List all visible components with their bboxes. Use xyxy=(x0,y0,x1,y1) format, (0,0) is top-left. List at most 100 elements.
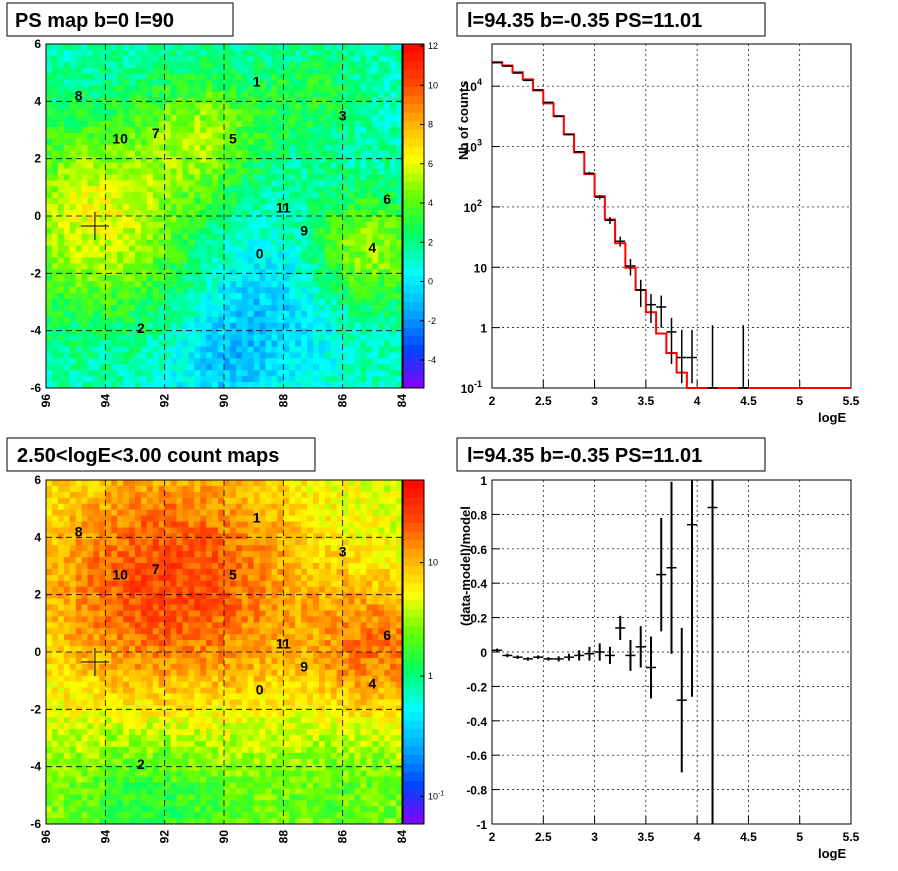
heatmap-cell xyxy=(93,127,100,134)
heatmap-cell xyxy=(283,127,290,134)
heatmap-cell xyxy=(384,168,391,175)
heatmap-cell xyxy=(75,598,82,605)
heatmap-cell xyxy=(182,138,189,146)
heatmap-cell xyxy=(372,233,379,241)
heatmap-cell xyxy=(51,340,59,347)
heatmap-cell xyxy=(295,198,302,205)
heatmap-cell xyxy=(301,497,308,505)
heatmap-cell xyxy=(117,221,124,229)
heatmap-cell xyxy=(283,168,290,175)
heatmap-cell xyxy=(265,551,272,558)
heatmap-cell xyxy=(259,328,266,336)
heatmap-cell xyxy=(146,287,154,294)
heatmap-cell xyxy=(99,497,106,505)
heatmap-cell xyxy=(265,168,272,175)
heatmap-cell xyxy=(271,239,278,247)
heatmap-cell xyxy=(135,216,142,223)
heatmap-cell xyxy=(378,109,385,116)
heatmap-cell xyxy=(313,346,320,353)
heatmap-cell xyxy=(313,97,320,104)
heatmap-cell xyxy=(99,370,106,377)
heatmap-cell xyxy=(301,55,308,63)
heatmap-cell xyxy=(330,97,338,104)
heatmap-cell xyxy=(69,293,77,300)
heatmap-cell xyxy=(170,586,177,594)
heatmap-cell xyxy=(384,580,391,588)
heatmap-cell xyxy=(188,376,195,383)
heatmap-cell xyxy=(152,503,160,511)
heatmap-cell xyxy=(75,580,82,588)
heatmap-cell xyxy=(117,527,124,534)
heatmap-cell xyxy=(336,44,344,51)
heatmap-cell xyxy=(378,574,385,582)
heatmap-cell xyxy=(289,527,296,534)
heatmap-cell xyxy=(46,563,53,570)
heatmap-cell xyxy=(123,115,130,122)
heatmap-cell xyxy=(57,150,65,158)
heatmap-cell xyxy=(63,563,71,570)
heatmap-cell xyxy=(105,138,112,146)
heatmap-cell xyxy=(158,557,166,564)
colorbar-tick-label: -2 xyxy=(428,316,436,326)
heatmap-cell xyxy=(378,521,385,528)
source-label-6: 6 xyxy=(383,191,391,207)
heatmap-cell xyxy=(247,287,255,294)
heatmap-cell xyxy=(188,521,195,528)
heatmap-cell xyxy=(69,340,77,347)
heatmap-cell xyxy=(164,515,171,522)
heatmap-cell xyxy=(87,299,94,306)
heatmap-cell xyxy=(342,150,349,158)
heatmap-cell xyxy=(117,287,124,294)
colorbar-segment xyxy=(403,164,424,174)
heatmap-cell xyxy=(295,334,302,341)
heatmap-cell xyxy=(318,227,326,235)
heatmap-cell xyxy=(372,245,379,252)
heatmap-cell xyxy=(253,299,260,306)
heatmap-cell xyxy=(152,376,160,383)
heatmap-cell xyxy=(283,574,290,582)
heatmap-cell xyxy=(176,245,183,252)
heatmap-cell xyxy=(271,328,278,336)
heatmap-cell xyxy=(372,580,379,588)
heatmap-cell xyxy=(218,79,225,86)
heatmap-cell xyxy=(342,103,349,110)
heatmap-cell xyxy=(235,44,243,51)
heatmap-cell xyxy=(259,316,266,324)
heatmap-cell xyxy=(224,239,231,247)
heatmap-cell xyxy=(146,97,154,104)
heatmap-cell xyxy=(224,162,231,169)
heatmap-cell xyxy=(301,592,308,600)
heatmap-cell xyxy=(93,221,100,229)
heatmap-cell xyxy=(247,580,255,588)
heatmap-cell xyxy=(229,263,237,270)
heatmap-cell xyxy=(342,533,349,540)
heatmap-cell xyxy=(81,304,88,312)
heatmap-cell xyxy=(87,233,94,241)
heatmap-cell xyxy=(265,497,272,505)
colorbar-frame xyxy=(402,43,425,389)
heatmap-cell xyxy=(378,358,385,365)
heatmap-cell xyxy=(152,480,160,487)
heatmap-cell xyxy=(164,491,171,499)
heatmap-cell xyxy=(99,316,106,324)
heatmap-cell xyxy=(265,358,272,365)
heatmap-cell xyxy=(330,257,338,264)
heatmap-cell xyxy=(140,316,148,324)
heatmap-cell xyxy=(182,580,189,588)
heatmap-cell xyxy=(372,574,379,582)
heatmap-cell xyxy=(75,604,82,611)
heatmap-cell xyxy=(140,275,148,282)
heatmap-cell xyxy=(330,521,338,528)
heatmap-cell xyxy=(200,168,207,175)
heatmap-cell xyxy=(200,49,207,57)
heatmap-cell xyxy=(253,310,260,318)
heatmap-cell xyxy=(111,186,118,193)
heatmap-cell xyxy=(390,216,397,223)
heatmap-cell xyxy=(224,551,231,558)
heatmap-cell xyxy=(135,586,142,594)
heatmap-cell xyxy=(366,150,373,158)
heatmap-cell xyxy=(135,352,142,359)
heatmap-cell xyxy=(295,269,302,276)
heatmap-cell xyxy=(348,275,355,282)
heatmap-cell xyxy=(188,563,195,570)
